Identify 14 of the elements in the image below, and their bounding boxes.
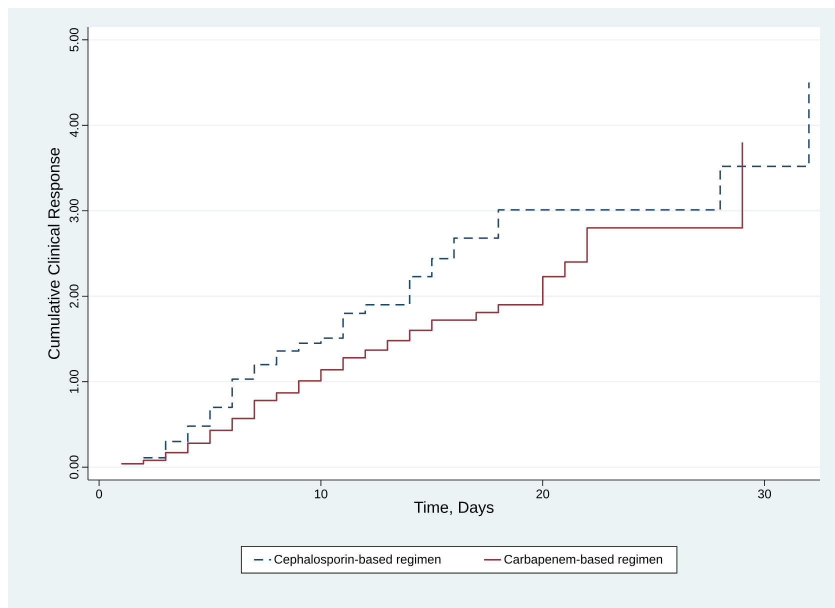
x-tick-label: 0	[96, 490, 102, 498]
y-tick-label: 4.00	[70, 114, 78, 138]
y-tick-label: 1.00	[70, 370, 78, 393]
y-tick-label: 0.00	[70, 456, 78, 479]
y-tick-label: 2.00	[70, 284, 78, 308]
x-tick-label: 30	[758, 490, 772, 498]
y-axis-title: Cumulative Clinical Response	[48, 148, 63, 359]
x-axis-title: Time, Days	[414, 501, 494, 516]
y-tick-label: 5.00	[70, 28, 78, 52]
legend-label: Carbapenem-based regimen	[504, 554, 662, 566]
y-tick-label: 3.00	[70, 199, 78, 222]
x-tick-label: 10	[314, 490, 328, 498]
x-tick-label: 20	[536, 490, 550, 498]
legend-label: Cephalosporin-based regimen	[274, 554, 440, 566]
